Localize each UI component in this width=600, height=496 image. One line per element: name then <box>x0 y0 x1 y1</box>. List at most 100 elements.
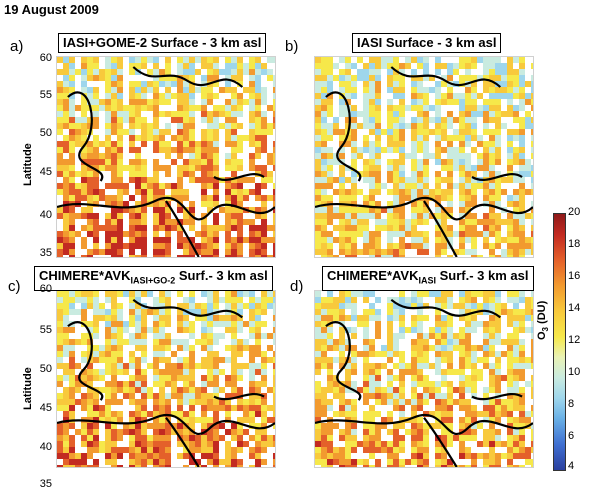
ozone-cell <box>399 93 405 99</box>
ozone-cell <box>345 459 351 465</box>
ozone-cell <box>447 357 453 363</box>
ozone-cell <box>453 345 459 351</box>
ozone-cell <box>129 321 135 327</box>
ozone-cell <box>177 321 183 327</box>
ozone-cell <box>369 213 375 219</box>
ozone-cell <box>141 159 147 165</box>
ozone-cell <box>495 357 501 363</box>
ozone-cell <box>429 381 435 387</box>
ozone-cell <box>171 375 177 381</box>
ozone-cell <box>141 381 147 387</box>
ozone-cell <box>69 381 75 387</box>
ozone-cell <box>435 123 441 129</box>
ozone-cell <box>477 441 483 447</box>
ozone-cell <box>423 231 429 237</box>
ozone-cell <box>69 207 75 213</box>
ozone-cell <box>441 465 447 467</box>
ozone-cell <box>249 219 255 225</box>
ozone-cell <box>441 297 447 303</box>
ozone-cell <box>237 111 243 117</box>
ozone-cell <box>69 99 75 105</box>
ozone-cell <box>441 351 447 357</box>
ozone-cell <box>447 165 453 171</box>
ozone-cell <box>339 105 345 111</box>
ozone-cell <box>351 429 357 435</box>
ozone-cell <box>495 75 501 81</box>
ozone-cell <box>471 459 477 465</box>
ozone-cell <box>369 117 375 123</box>
ozone-cell <box>201 339 207 345</box>
ozone-cell <box>135 183 141 189</box>
ozone-cell <box>153 441 159 447</box>
ozone-cell <box>129 159 135 165</box>
ozone-cell <box>315 99 321 105</box>
ozone-cell <box>117 69 123 75</box>
ozone-cell <box>63 315 69 321</box>
ozone-cell <box>141 291 147 297</box>
ozone-cell <box>99 405 105 411</box>
ozone-cell <box>117 135 123 141</box>
ozone-cell <box>255 465 261 467</box>
ozone-cell <box>327 177 333 183</box>
ozone-cell <box>165 129 171 135</box>
ozone-cell <box>363 387 369 393</box>
ozone-cell <box>201 441 207 447</box>
ozone-cell <box>477 345 483 351</box>
ozone-cell <box>69 129 75 135</box>
ozone-cell <box>321 99 327 105</box>
ozone-cell <box>321 243 327 249</box>
ozone-cell <box>411 405 417 411</box>
ozone-cell <box>141 441 147 447</box>
ozone-cell <box>345 339 351 345</box>
ozone-cell <box>339 399 345 405</box>
ozone-cell <box>237 297 243 303</box>
ozone-cell <box>327 243 333 249</box>
ozone-cell <box>177 171 183 177</box>
ozone-cell <box>333 309 339 315</box>
ozone-cell <box>267 441 273 447</box>
ozone-cell <box>213 429 219 435</box>
ozone-cell <box>213 393 219 399</box>
ozone-cell <box>105 231 111 237</box>
ozone-cell <box>423 375 429 381</box>
ozone-cell <box>195 243 201 249</box>
ozone-cell <box>375 441 381 447</box>
ozone-cell <box>249 123 255 129</box>
ozone-cell <box>417 447 423 453</box>
ozone-cell <box>63 141 69 147</box>
ozone-cell <box>519 69 525 75</box>
ozone-cell <box>231 111 237 117</box>
ozone-cell <box>345 297 351 303</box>
ozone-cell <box>135 309 141 315</box>
ozone-cell <box>411 453 417 459</box>
ozone-cell <box>213 465 219 467</box>
ozone-cell <box>345 225 351 231</box>
ozone-cell <box>99 447 105 453</box>
ozone-cell <box>465 141 471 147</box>
ozone-cell <box>315 249 321 255</box>
colorbar-tick-16: 16 <box>568 270 581 282</box>
ozone-cell <box>81 111 87 117</box>
ozone-cell <box>363 465 369 467</box>
ozone-cell <box>447 351 453 357</box>
ozone-cell <box>375 165 381 171</box>
ozone-cell <box>447 87 453 93</box>
ozone-cell <box>507 297 513 303</box>
ozone-cell <box>351 105 357 111</box>
ozone-cell <box>411 243 417 249</box>
ozone-cell <box>135 189 141 195</box>
ozone-cell <box>213 411 219 417</box>
coastline <box>57 197 275 221</box>
ozone-cell <box>351 357 357 363</box>
ozone-cell <box>459 177 465 183</box>
ozone-cell <box>189 93 195 99</box>
ozone-cell <box>189 141 195 147</box>
ozone-cell <box>327 297 333 303</box>
ozone-cell <box>177 399 183 405</box>
ozone-cell <box>501 399 507 405</box>
ozone-cell <box>177 207 183 213</box>
ozone-cell <box>93 399 99 405</box>
ozone-cell <box>453 249 459 255</box>
ozone-cell <box>447 405 453 411</box>
ozone-cell <box>507 105 513 111</box>
